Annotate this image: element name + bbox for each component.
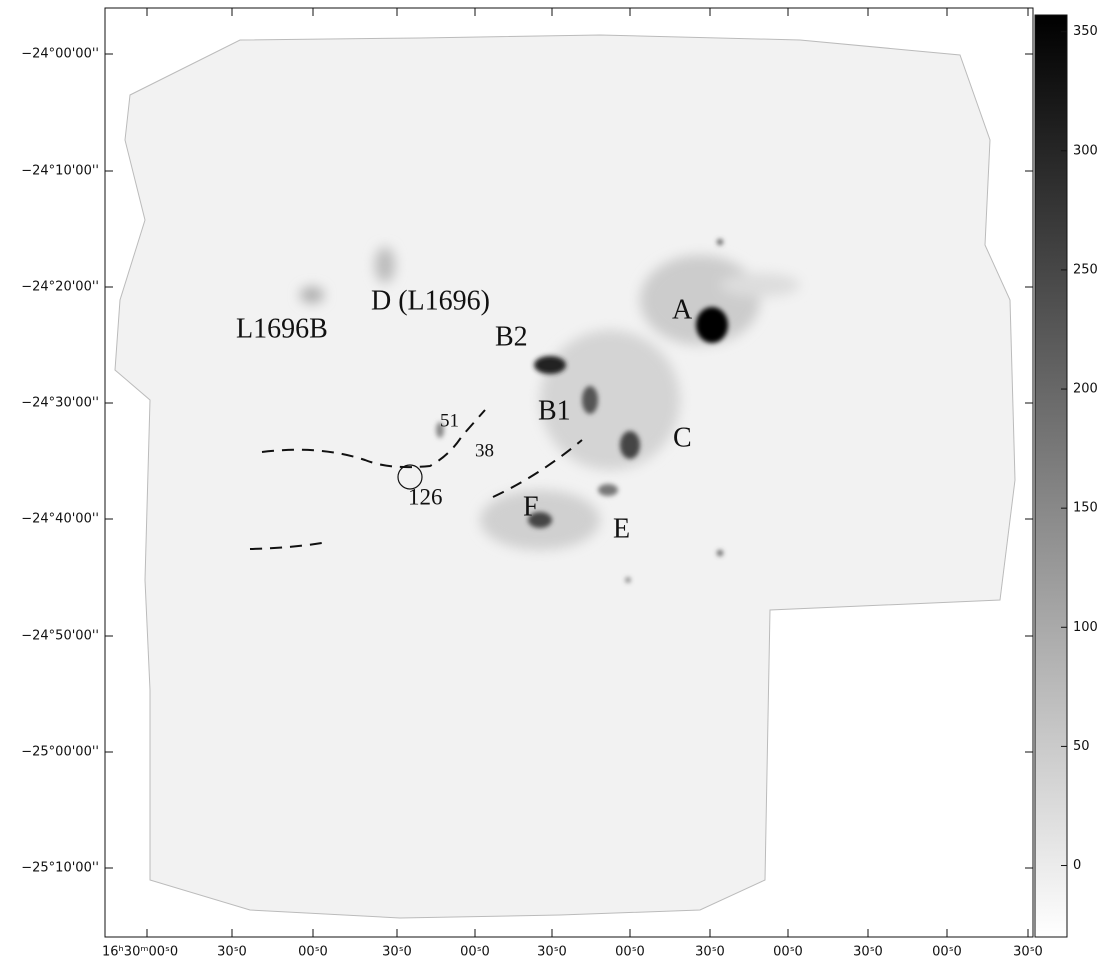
x-tick-label: 00ˢ0 <box>460 945 490 960</box>
x-tick-label: 00ˢ0 <box>773 945 803 960</box>
region-label: B1 <box>538 395 571 426</box>
region-label: F <box>523 491 539 522</box>
colorbar-tick-label: 50 <box>1073 739 1090 754</box>
x-tick-label: 16ʰ30ᵐ00ˢ0 <box>102 945 178 960</box>
x-tick-label: 30ˢ0 <box>382 945 412 960</box>
y-tick-label: −24°50'00'' <box>21 629 99 644</box>
source-label: 126 <box>408 484 443 509</box>
y-tick-label: −25°00'00'' <box>21 745 99 760</box>
x-tick-label: 30ˢ0 <box>695 945 725 960</box>
region-label: C <box>673 422 692 453</box>
source-label: 51 <box>440 410 459 431</box>
region-label: L1696B <box>236 313 328 344</box>
sky-image <box>115 35 1015 918</box>
x-tick-label: 00ˢ0 <box>298 945 328 960</box>
colorbar-tick-label: 150 <box>1073 501 1098 516</box>
x-tick-label: 00ˢ0 <box>615 945 645 960</box>
source-label: 38 <box>475 440 494 461</box>
x-tick-label: 30ˢ0 <box>537 945 567 960</box>
figure: A B2 B1 C D (L1696) L1696B F E 51 38 126… <box>0 0 1106 962</box>
y-tick-label: −24°40'00'' <box>21 512 99 527</box>
y-tick-label: −25°10'00'' <box>21 861 99 876</box>
region-label: A <box>672 294 693 325</box>
x-tick-label: 30ˢ0 <box>1013 945 1043 960</box>
region-label: D (L1696) <box>371 285 490 316</box>
map-footprint <box>115 35 1015 918</box>
colorbar <box>1035 15 1067 937</box>
y-tick-label: −24°20'00'' <box>21 280 99 295</box>
x-tick-label: 30ˢ0 <box>217 945 247 960</box>
x-tick-label: 30ˢ0 <box>853 945 883 960</box>
colorbar-tick-label: 300 <box>1073 143 1098 158</box>
colorbar-tick-label: 250 <box>1073 262 1098 277</box>
x-tick-label: 00ˢ0 <box>932 945 962 960</box>
colorbar-tick-label: 200 <box>1073 382 1098 397</box>
y-tick-label: −24°30'00'' <box>21 396 99 411</box>
region-label: E <box>613 513 630 544</box>
y-tick-label: −24°10'00'' <box>21 164 99 179</box>
colorbar-tick-label: 100 <box>1073 620 1098 635</box>
region-label: B2 <box>495 321 528 352</box>
colorbar-tick-label: 350 <box>1073 24 1098 39</box>
y-tick-label: −24°00'00'' <box>21 47 99 62</box>
colorbar-tick-label: 0 <box>1073 858 1081 873</box>
